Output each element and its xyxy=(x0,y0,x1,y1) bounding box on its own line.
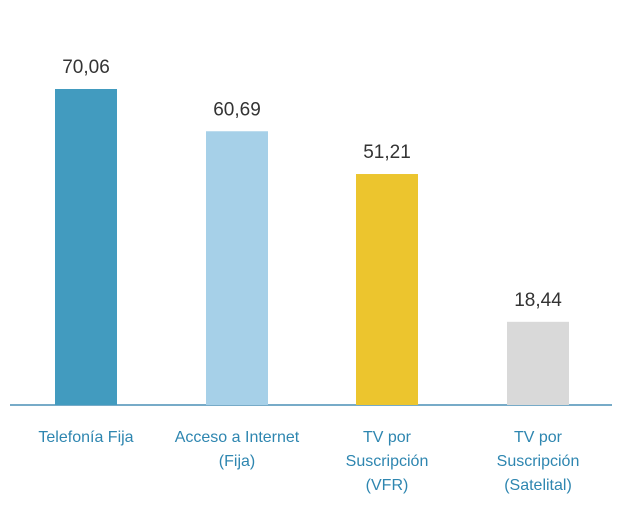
x-tick-label: Acceso a Internet (Fija) xyxy=(174,429,300,470)
bar xyxy=(206,131,268,405)
x-tick-label: TV por Suscripción (VFR) xyxy=(345,429,429,494)
x-tick-label: Telefonía Fija xyxy=(38,429,134,446)
x-tick-label: TV por Suscripción (Satelital) xyxy=(496,429,580,494)
value-label: 70,06 xyxy=(62,57,110,78)
bar xyxy=(55,89,117,405)
value-label: 60,69 xyxy=(213,99,261,120)
value-label: 51,21 xyxy=(363,142,411,163)
value-label: 18,44 xyxy=(514,290,562,311)
bar xyxy=(507,321,569,405)
bar xyxy=(356,174,418,405)
